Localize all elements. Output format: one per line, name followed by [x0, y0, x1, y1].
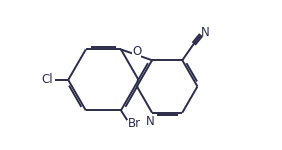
Text: N: N [201, 26, 210, 39]
Text: Cl: Cl [41, 73, 53, 86]
Text: N: N [146, 115, 155, 128]
Text: Br: Br [128, 117, 142, 130]
Text: O: O [132, 45, 141, 58]
